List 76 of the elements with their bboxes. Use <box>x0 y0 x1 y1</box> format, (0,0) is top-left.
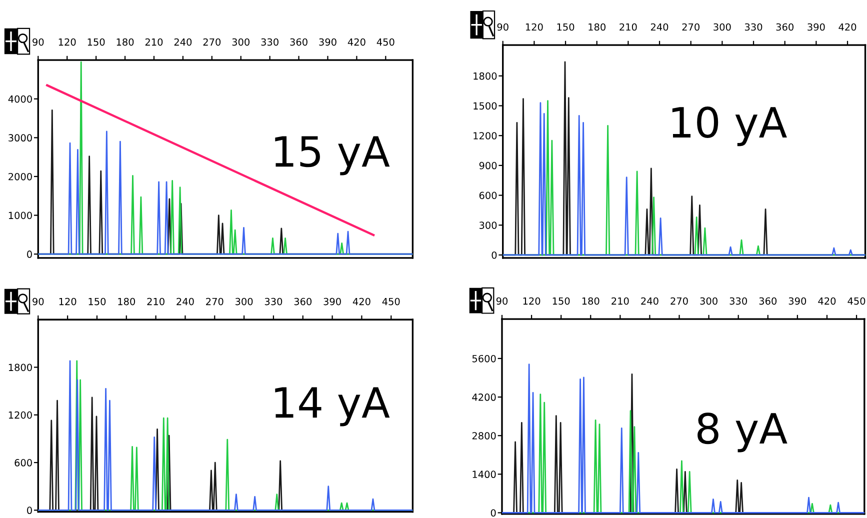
y-tick-label: 300 <box>479 222 497 229</box>
y-tick-label: 600 <box>479 192 497 200</box>
y-tick-label: 0 <box>27 506 32 514</box>
x-tick-label: 90 <box>32 298 44 306</box>
y-tick-label: 0 <box>27 250 32 258</box>
x-tick-label: 180 <box>118 298 136 306</box>
y-tick-label: 4200 <box>472 394 496 401</box>
x-tick-label: 90 <box>497 23 508 31</box>
y-tick-label: 1400 <box>472 470 496 478</box>
annotation: 10 yA <box>672 106 787 146</box>
x-tick-label: 210 <box>620 23 637 31</box>
x-tick-label: 120 <box>526 23 543 31</box>
x-tick-label: 240 <box>650 23 668 31</box>
y-tick-label: 1200 <box>8 411 32 419</box>
x-tick-label: 450 <box>848 297 866 305</box>
x-tick-label: 90 <box>32 38 44 46</box>
y-tick-label: 600 <box>14 459 32 466</box>
y-tick-label: 1000 <box>8 212 32 220</box>
y-tick-label: 2800 <box>472 432 496 440</box>
x-tick-label: 390 <box>319 38 336 46</box>
y-tick-label: 1500 <box>474 102 497 110</box>
x-tick-label: 150 <box>88 298 106 306</box>
x-tick-label: 90 <box>496 297 508 305</box>
x-tick-label: 360 <box>294 298 312 306</box>
annotation: 14 yA <box>275 387 390 426</box>
x-tick-label: 240 <box>641 297 658 305</box>
x-tick-label: 210 <box>147 298 164 306</box>
y-tick-label: 5600 <box>472 354 496 362</box>
annotation: 8 yA <box>698 412 788 452</box>
x-tick-label: 360 <box>776 23 794 31</box>
x-tick-label: 180 <box>588 23 606 31</box>
y-tick-label: 1800 <box>474 72 497 80</box>
x-tick-label: 120 <box>59 298 76 306</box>
y-tick-label: 2000 <box>8 172 32 180</box>
x-tick-label: 330 <box>744 23 762 31</box>
x-tick-label: 390 <box>788 297 806 305</box>
x-tick-label: 120 <box>523 297 540 305</box>
x-tick-label: 210 <box>612 297 629 305</box>
y-tick-label: 4000 <box>8 95 32 103</box>
x-tick-label: 360 <box>759 297 777 305</box>
x-tick-label: 450 <box>376 38 394 46</box>
x-tick-label: 390 <box>324 298 341 306</box>
x-tick-label: 180 <box>116 38 134 46</box>
x-tick-label: 300 <box>236 298 253 306</box>
x-tick-label: 210 <box>145 38 163 46</box>
y-tick-label: 0 <box>492 251 497 259</box>
x-tick-label: 330 <box>264 298 282 306</box>
x-tick-label: 450 <box>382 298 400 306</box>
x-tick-label: 120 <box>58 38 76 46</box>
x-tick-label: 300 <box>714 23 731 31</box>
x-tick-label: 420 <box>348 38 366 46</box>
x-tick-label: 150 <box>557 23 574 31</box>
x-tick-label: 360 <box>290 38 308 46</box>
x-tick-label: 300 <box>232 38 250 46</box>
y-tick-label: 3000 <box>8 134 32 142</box>
x-tick-label: 270 <box>670 297 688 305</box>
annotation: 15 yA <box>275 136 390 176</box>
x-tick-label: 270 <box>203 38 221 46</box>
y-tick-label: 0 <box>490 509 496 517</box>
x-tick-label: 270 <box>682 23 700 31</box>
x-tick-label: 240 <box>174 38 192 46</box>
x-tick-label: 150 <box>552 297 570 305</box>
x-tick-label: 390 <box>808 23 825 31</box>
x-tick-label: 420 <box>838 23 856 31</box>
y-tick-label: 900 <box>479 162 497 170</box>
x-tick-label: 420 <box>352 298 370 306</box>
x-tick-label: 180 <box>582 297 600 305</box>
x-tick-label: 150 <box>88 38 105 46</box>
y-tick-label: 1800 <box>8 364 32 372</box>
x-tick-label: 270 <box>206 298 224 306</box>
y-tick-label: 1200 <box>474 132 497 140</box>
x-tick-label: 330 <box>261 38 278 46</box>
x-tick-label: 300 <box>700 297 718 305</box>
x-tick-label: 240 <box>176 298 194 306</box>
x-tick-label: 330 <box>730 297 747 305</box>
x-tick-label: 420 <box>818 297 836 305</box>
